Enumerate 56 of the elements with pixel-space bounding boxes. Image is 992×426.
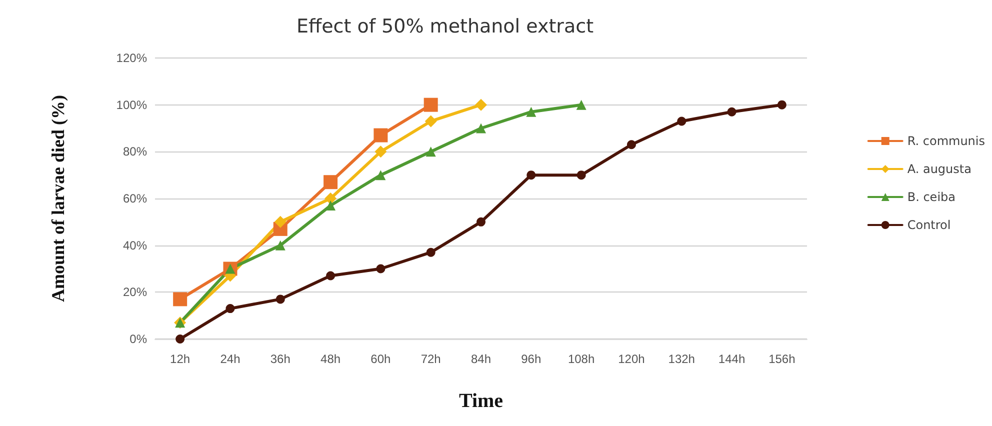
x-tick-label: 108h bbox=[568, 352, 595, 366]
point bbox=[424, 115, 437, 128]
point bbox=[475, 98, 487, 111]
point bbox=[526, 106, 536, 117]
x-tick-label: 132h bbox=[668, 352, 695, 366]
point bbox=[326, 271, 336, 280]
y-axis-title: Amount of larvae died (%) bbox=[48, 95, 68, 302]
point bbox=[526, 170, 536, 180]
point bbox=[626, 140, 636, 150]
chart-title: Effect of 50% methanol extract bbox=[296, 16, 594, 38]
point bbox=[576, 100, 586, 110]
legend-label: B. ceiba bbox=[907, 190, 956, 204]
y-tick-label: 80% bbox=[122, 144, 148, 159]
point bbox=[424, 98, 438, 112]
point bbox=[275, 240, 286, 250]
point bbox=[426, 248, 436, 257]
x-axis-title: Time bbox=[458, 390, 504, 412]
point bbox=[376, 170, 386, 180]
point bbox=[376, 264, 386, 274]
legend-label: Control bbox=[907, 218, 951, 232]
point bbox=[476, 123, 486, 134]
point bbox=[677, 116, 686, 126]
x-tick-label: 12h bbox=[170, 352, 190, 366]
point bbox=[173, 292, 188, 306]
y-tick-label: 60% bbox=[122, 192, 148, 206]
point bbox=[426, 146, 436, 157]
x-tick-label: 96h bbox=[521, 352, 542, 366]
point bbox=[226, 304, 235, 314]
point bbox=[326, 200, 336, 211]
x-tick-label: 84h bbox=[470, 352, 492, 366]
x-tick-label: 72h bbox=[420, 352, 441, 366]
point bbox=[324, 192, 337, 204]
y-tick-label: 120% bbox=[116, 51, 148, 65]
x-tick-label: 36h bbox=[270, 352, 290, 366]
y-tick-label: 0% bbox=[130, 332, 148, 346]
x-tick-label: 24h bbox=[220, 352, 240, 366]
point bbox=[324, 175, 338, 190]
point bbox=[476, 217, 486, 226]
y-tick-label: 100% bbox=[116, 98, 148, 112]
x-tick-label: 144h bbox=[718, 352, 746, 366]
y-tick-label: 40% bbox=[122, 238, 148, 252]
point bbox=[176, 334, 185, 344]
point bbox=[374, 146, 387, 158]
x-tick-label: 48h bbox=[320, 352, 341, 366]
x-tick-label: 156h bbox=[768, 352, 796, 366]
y-tick-label: 20% bbox=[122, 285, 148, 300]
point bbox=[374, 128, 388, 142]
x-tick-label: 120h bbox=[618, 352, 645, 366]
point bbox=[274, 216, 286, 228]
point bbox=[576, 170, 586, 180]
point bbox=[276, 294, 285, 304]
x-tick-label: 60h bbox=[370, 352, 391, 366]
point bbox=[777, 100, 786, 110]
legend-label: R. communis bbox=[907, 134, 985, 148]
point bbox=[727, 107, 736, 116]
legend-label: A. augusta bbox=[907, 162, 972, 176]
